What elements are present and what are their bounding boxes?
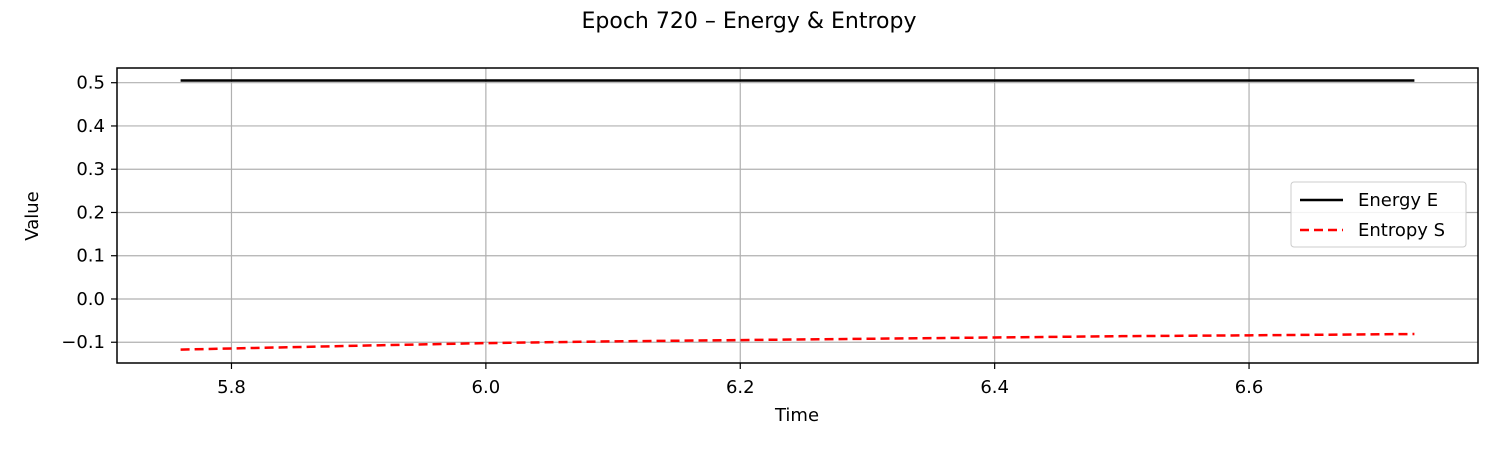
legend-label-entropy: Entropy S: [1358, 220, 1445, 241]
y-tick-label: −0.1: [61, 332, 105, 353]
x-tick-label: 6.6: [1235, 377, 1264, 398]
y-tick-label: 0.2: [76, 202, 105, 223]
x-axis-label: Time: [774, 405, 819, 426]
x-tick-label: 5.8: [217, 377, 246, 398]
y-tick-label: 0.3: [76, 159, 105, 180]
plot-frame: [116, 67, 1479, 364]
legend-label-energy: Energy E: [1358, 190, 1438, 211]
y-tick-label: 0.0: [76, 289, 105, 310]
y-tick-label: 0.4: [76, 116, 105, 137]
legend: Energy E Entropy S: [1290, 181, 1467, 248]
entropy-line: [180, 332, 1415, 351]
chart-title: Epoch 720 – Energy & Entropy: [582, 9, 917, 34]
grid: [117, 68, 1478, 363]
x-tick-label: 6.0: [472, 377, 501, 398]
x-tick-label: 6.2: [726, 377, 755, 398]
axis-ticks: 5.8 6.0 6.2 6.4 6.6 0.5 0.4 0.3 0.2 0.1 0.0 −0.1: [61, 73, 1263, 398]
y-axis-label: Value: [22, 191, 43, 240]
x-tick-label: 6.4: [980, 377, 1009, 398]
y-tick-label: 0.1: [76, 246, 105, 267]
series-layer: [180, 79, 1415, 351]
y-tick-label: 0.5: [76, 73, 105, 94]
